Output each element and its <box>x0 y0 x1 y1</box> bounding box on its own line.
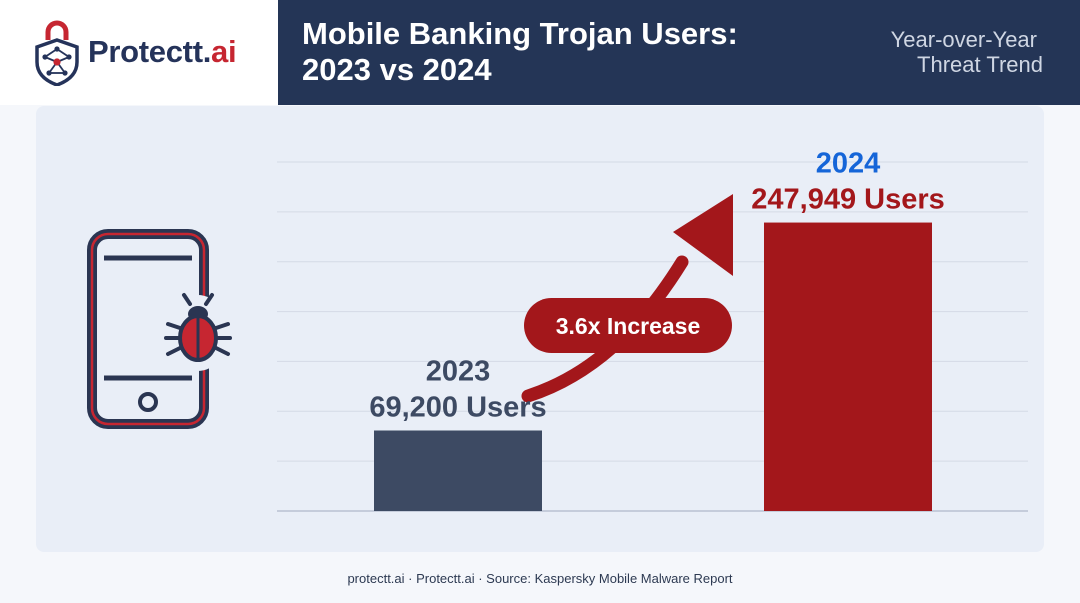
page-title-line-1: Mobile Banking Trojan Users: <box>302 16 738 51</box>
page-subtitle-line-1: Year-over-Year <box>890 27 1037 52</box>
title-band: Mobile Banking Trojan Users: 2023 vs 202… <box>278 0 1080 105</box>
header: Protectt.ai Mobile Banking Trojan Users:… <box>0 0 1080 105</box>
brand-name-accent: ai <box>211 34 237 69</box>
footer-source: protectt.ai · Protectt.ai · Source: Kasp… <box>347 571 733 586</box>
brand-logo[interactable]: Protectt.ai <box>0 0 278 105</box>
brand-name: Protectt.ai <box>88 34 237 70</box>
brand-name-main: Protectt. <box>88 34 212 69</box>
shield-network-icon <box>35 20 79 86</box>
phone-with-bug-icon <box>87 229 232 429</box>
page-subtitle-line-2: Threat Trend <box>917 52 1043 77</box>
page-title-line-2: 2023 vs 2024 <box>302 52 492 87</box>
